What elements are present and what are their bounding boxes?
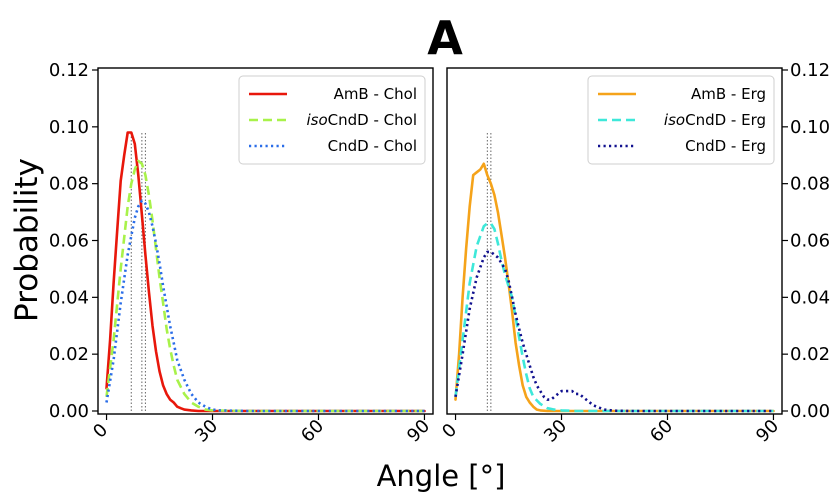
y-tick-label: 0.02 [49,344,89,365]
legend-label: isoCndD - Chol [307,111,418,129]
x-tick-label: 30 [191,416,222,447]
series-line-1 [105,131,426,413]
x-tick-label: 0 [438,420,461,443]
legend-label: AmB - Chol [334,85,417,103]
y-tick-label: 0.12 [790,60,830,81]
series-line-2 [454,222,774,413]
x-tick-label: 90 [752,416,783,447]
y-tick-label: 0.04 [790,287,830,308]
right-plot-panel: 0 30 60 90 0.00 0.02 0.04 0.06 0.08 0.10 0.12 AmB -… [438,60,830,447]
y-tick-label: 0.04 [49,287,89,308]
y-tick-label: 0.06 [49,231,89,252]
y-tick-label: 0.10 [49,117,89,138]
y-tick-label: 0.12 [49,60,89,81]
legend-box [238,75,426,165]
y-axis-label: Probability [9,158,45,322]
series-line-2 [105,159,425,413]
y-tick-label: 0.00 [790,401,830,422]
y-tick-label: 0.06 [790,231,830,252]
legend: AmB - Chol isoCndD - Chol CndD - Chol [238,75,426,165]
legend-label: isoCndD - Erg [664,111,766,129]
x-tick-label: 60 [297,416,328,447]
series-line-3 [454,250,774,413]
x-axis-label: Angle [°] [377,459,506,493]
legend-label: AmB - Erg [691,85,766,103]
x-tick-label: 0 [89,420,112,443]
legend: AmB - Erg isoCndD - Erg CndD - Erg [587,75,775,165]
y-tick-label: 0.10 [790,117,830,138]
x-tick-label: 30 [540,416,571,447]
y-tick-label: 0.00 [49,401,89,422]
y-tick-label: 0.02 [790,344,830,365]
left-plot-panel: 0 30 60 90 0.00 0.02 0.04 0.06 0.08 0.10 0.12 AmB -… [49,60,434,447]
legend-label: CndD - Chol [328,137,417,155]
legend-box [587,75,775,165]
series-line-1 [454,162,775,413]
panel-label: A [427,11,463,65]
y-tick-label: 0.08 [49,174,89,195]
y-tick-label: 0.08 [790,174,830,195]
x-tick-label: 90 [403,416,434,447]
legend-label: CndD - Erg [685,137,766,155]
x-tick-label: 60 [646,416,677,447]
